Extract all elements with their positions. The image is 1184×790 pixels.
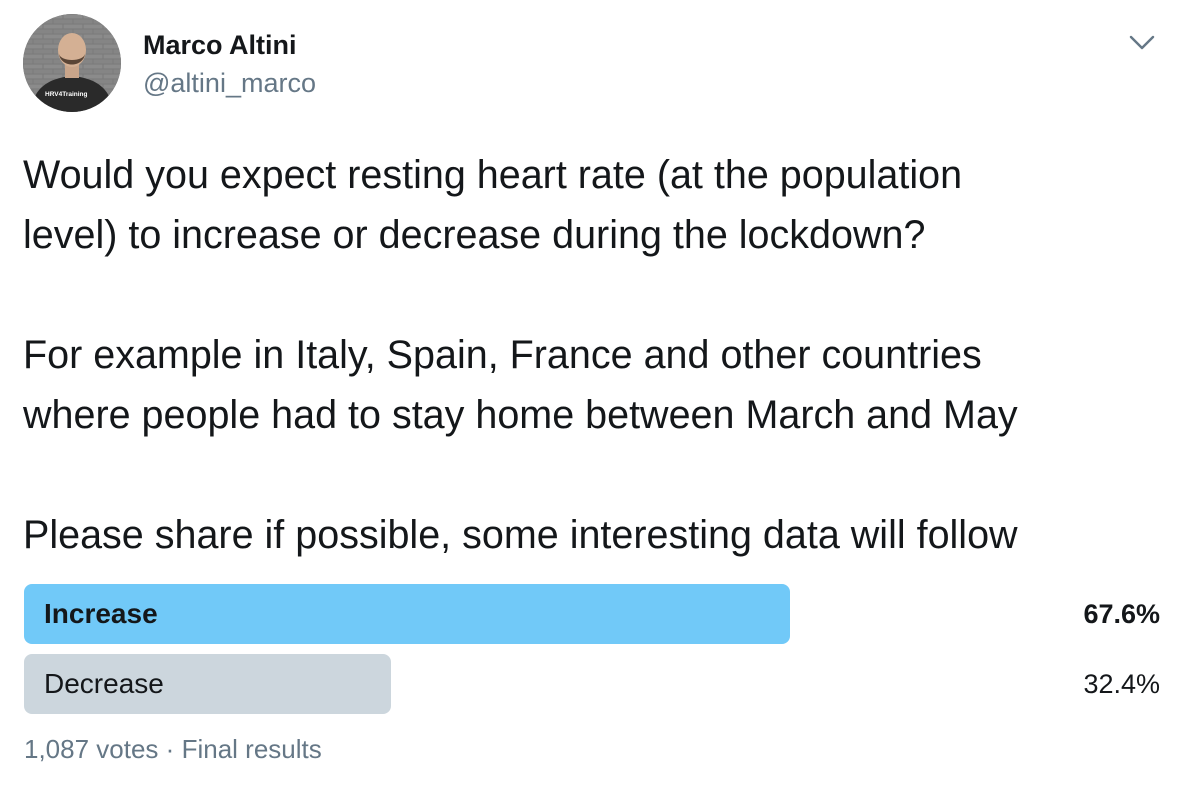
- poll-meta: 1,087 votes · Final results: [24, 734, 322, 765]
- poll-option-label: Increase: [44, 598, 158, 629]
- profile-photo-icon: HRV4Training: [23, 14, 121, 112]
- avatar[interactable]: HRV4Training: [23, 14, 121, 112]
- poll-bar: [24, 584, 790, 644]
- poll-option-increase[interactable]: Increase 67.6%: [24, 584, 1160, 644]
- more-options-button[interactable]: [1126, 30, 1158, 56]
- tweet-line: Please share if possible, some interesti…: [23, 513, 1018, 557]
- user-handle[interactable]: @altini_marco: [143, 68, 316, 98]
- tweet-paragraph: For example in Italy, Spain, France and …: [23, 325, 1018, 445]
- poll-option-decrease[interactable]: Decrease 32.4%: [24, 654, 1160, 714]
- tweet-line: For example in Italy, Spain, France and …: [23, 333, 982, 377]
- display-name[interactable]: Marco Altini: [143, 30, 297, 60]
- poll-option-percent: 32.4%: [1083, 669, 1160, 699]
- poll-option-label: Decrease: [44, 668, 164, 699]
- tweet-paragraph: Please share if possible, some interesti…: [23, 505, 1018, 565]
- poll-separator: ·: [165, 734, 175, 764]
- tweet-line: level) to increase or decrease during th…: [23, 213, 926, 257]
- chevron-down-icon: [1129, 35, 1155, 50]
- shirt-text: HRV4Training: [45, 91, 88, 98]
- tweet-line: Would you expect resting heart rate (at …: [23, 153, 963, 197]
- poll-option-percent: 67.6%: [1083, 599, 1160, 629]
- poll-bar: [24, 654, 391, 714]
- tweet-line: where people had to stay home between Ma…: [23, 393, 1018, 437]
- poll-status: Final results: [181, 734, 322, 764]
- tweet-paragraph: Would you expect resting heart rate (at …: [23, 145, 962, 265]
- poll-vote-count: 1,087 votes: [24, 734, 159, 764]
